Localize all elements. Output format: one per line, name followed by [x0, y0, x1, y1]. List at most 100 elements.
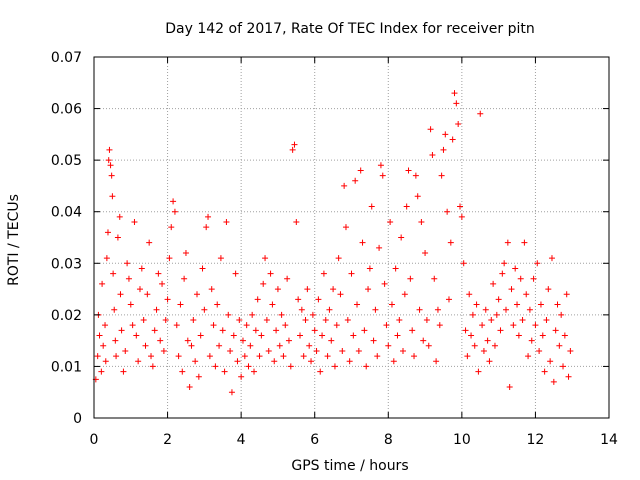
data-point [148, 353, 155, 360]
data-point [346, 358, 353, 365]
data-point [526, 306, 533, 313]
data-point [411, 353, 418, 360]
data-point [344, 317, 351, 324]
data-point [451, 90, 458, 97]
data-point [528, 337, 535, 344]
data-point [438, 172, 445, 179]
data-point [550, 378, 557, 385]
data-point [256, 353, 263, 360]
data-point [377, 162, 384, 169]
data-point [151, 327, 158, 334]
data-point [282, 322, 289, 329]
data-point [125, 275, 132, 282]
y-tick-label: 0.05 [51, 153, 82, 169]
data-point [295, 296, 302, 303]
x-tick-label: 6 [310, 432, 319, 448]
data-point [162, 317, 169, 324]
data-point [442, 131, 449, 138]
data-point [501, 260, 508, 267]
data-point [547, 358, 554, 365]
data-point [539, 332, 546, 339]
data-point [225, 311, 232, 318]
y-tick-label: 0.02 [51, 308, 82, 324]
data-point [545, 286, 552, 293]
data-point [110, 270, 117, 277]
data-point [532, 322, 539, 329]
data-point [558, 311, 565, 318]
data-point [247, 342, 254, 349]
data-point [122, 347, 129, 354]
data-point [536, 347, 543, 354]
data-point [118, 327, 125, 334]
data-point [337, 291, 344, 298]
data-point [197, 332, 204, 339]
data-point [221, 368, 228, 375]
data-point [477, 110, 484, 117]
data-point [383, 322, 390, 329]
data-point [422, 249, 429, 256]
data-point [370, 337, 377, 344]
data-point [354, 301, 361, 308]
data-point [361, 327, 368, 334]
data-point [311, 327, 318, 334]
data-point [160, 347, 167, 354]
data-point [273, 327, 280, 334]
data-point [105, 157, 112, 164]
data-point [396, 317, 403, 324]
x-tick-label: 12 [527, 432, 545, 448]
data-point [543, 317, 550, 324]
data-point [104, 229, 111, 236]
data-point [140, 317, 147, 324]
data-point [440, 146, 447, 153]
data-point [416, 306, 423, 313]
data-point [309, 311, 316, 318]
data-point [390, 358, 397, 365]
data-point [552, 327, 559, 334]
y-tick-label: 0.01 [51, 359, 82, 375]
data-point [155, 270, 162, 277]
data-point [188, 342, 195, 349]
data-point [113, 353, 120, 360]
data-point [208, 286, 215, 293]
data-point [112, 337, 119, 344]
data-point [205, 213, 212, 220]
data-point [195, 373, 202, 380]
data-point [106, 146, 113, 153]
data-point [177, 301, 184, 308]
data-point [102, 322, 109, 329]
data-point [466, 291, 473, 298]
data-point [392, 265, 399, 272]
data-point [412, 172, 419, 179]
data-point [298, 306, 305, 313]
data-point [567, 347, 574, 354]
data-point [142, 342, 149, 349]
data-point [414, 193, 421, 200]
data-point [405, 167, 412, 174]
data-point [563, 291, 570, 298]
data-point [203, 224, 210, 231]
data-point [473, 301, 480, 308]
data-point [254, 296, 261, 303]
data-point [293, 219, 300, 226]
data-point [398, 234, 405, 241]
data-point [291, 141, 298, 148]
data-point [486, 358, 493, 365]
data-point [131, 219, 138, 226]
y-tick-labels: 0 0.01 0.02 0.03 0.04 0.05 0.06 0.07 [51, 50, 82, 427]
data-point [199, 265, 206, 272]
data-point [341, 182, 348, 189]
data-point [241, 353, 248, 360]
data-point [400, 347, 406, 354]
data-point [111, 306, 118, 313]
data-point [374, 353, 381, 360]
x-tick-label: 8 [384, 432, 393, 448]
data-point [495, 296, 502, 303]
data-point [238, 373, 245, 380]
data-point [313, 347, 320, 354]
data-point [171, 208, 178, 215]
data-point [433, 358, 440, 365]
data-point [297, 332, 303, 339]
data-point [471, 342, 478, 349]
data-point [212, 363, 219, 370]
data-point [401, 291, 408, 298]
